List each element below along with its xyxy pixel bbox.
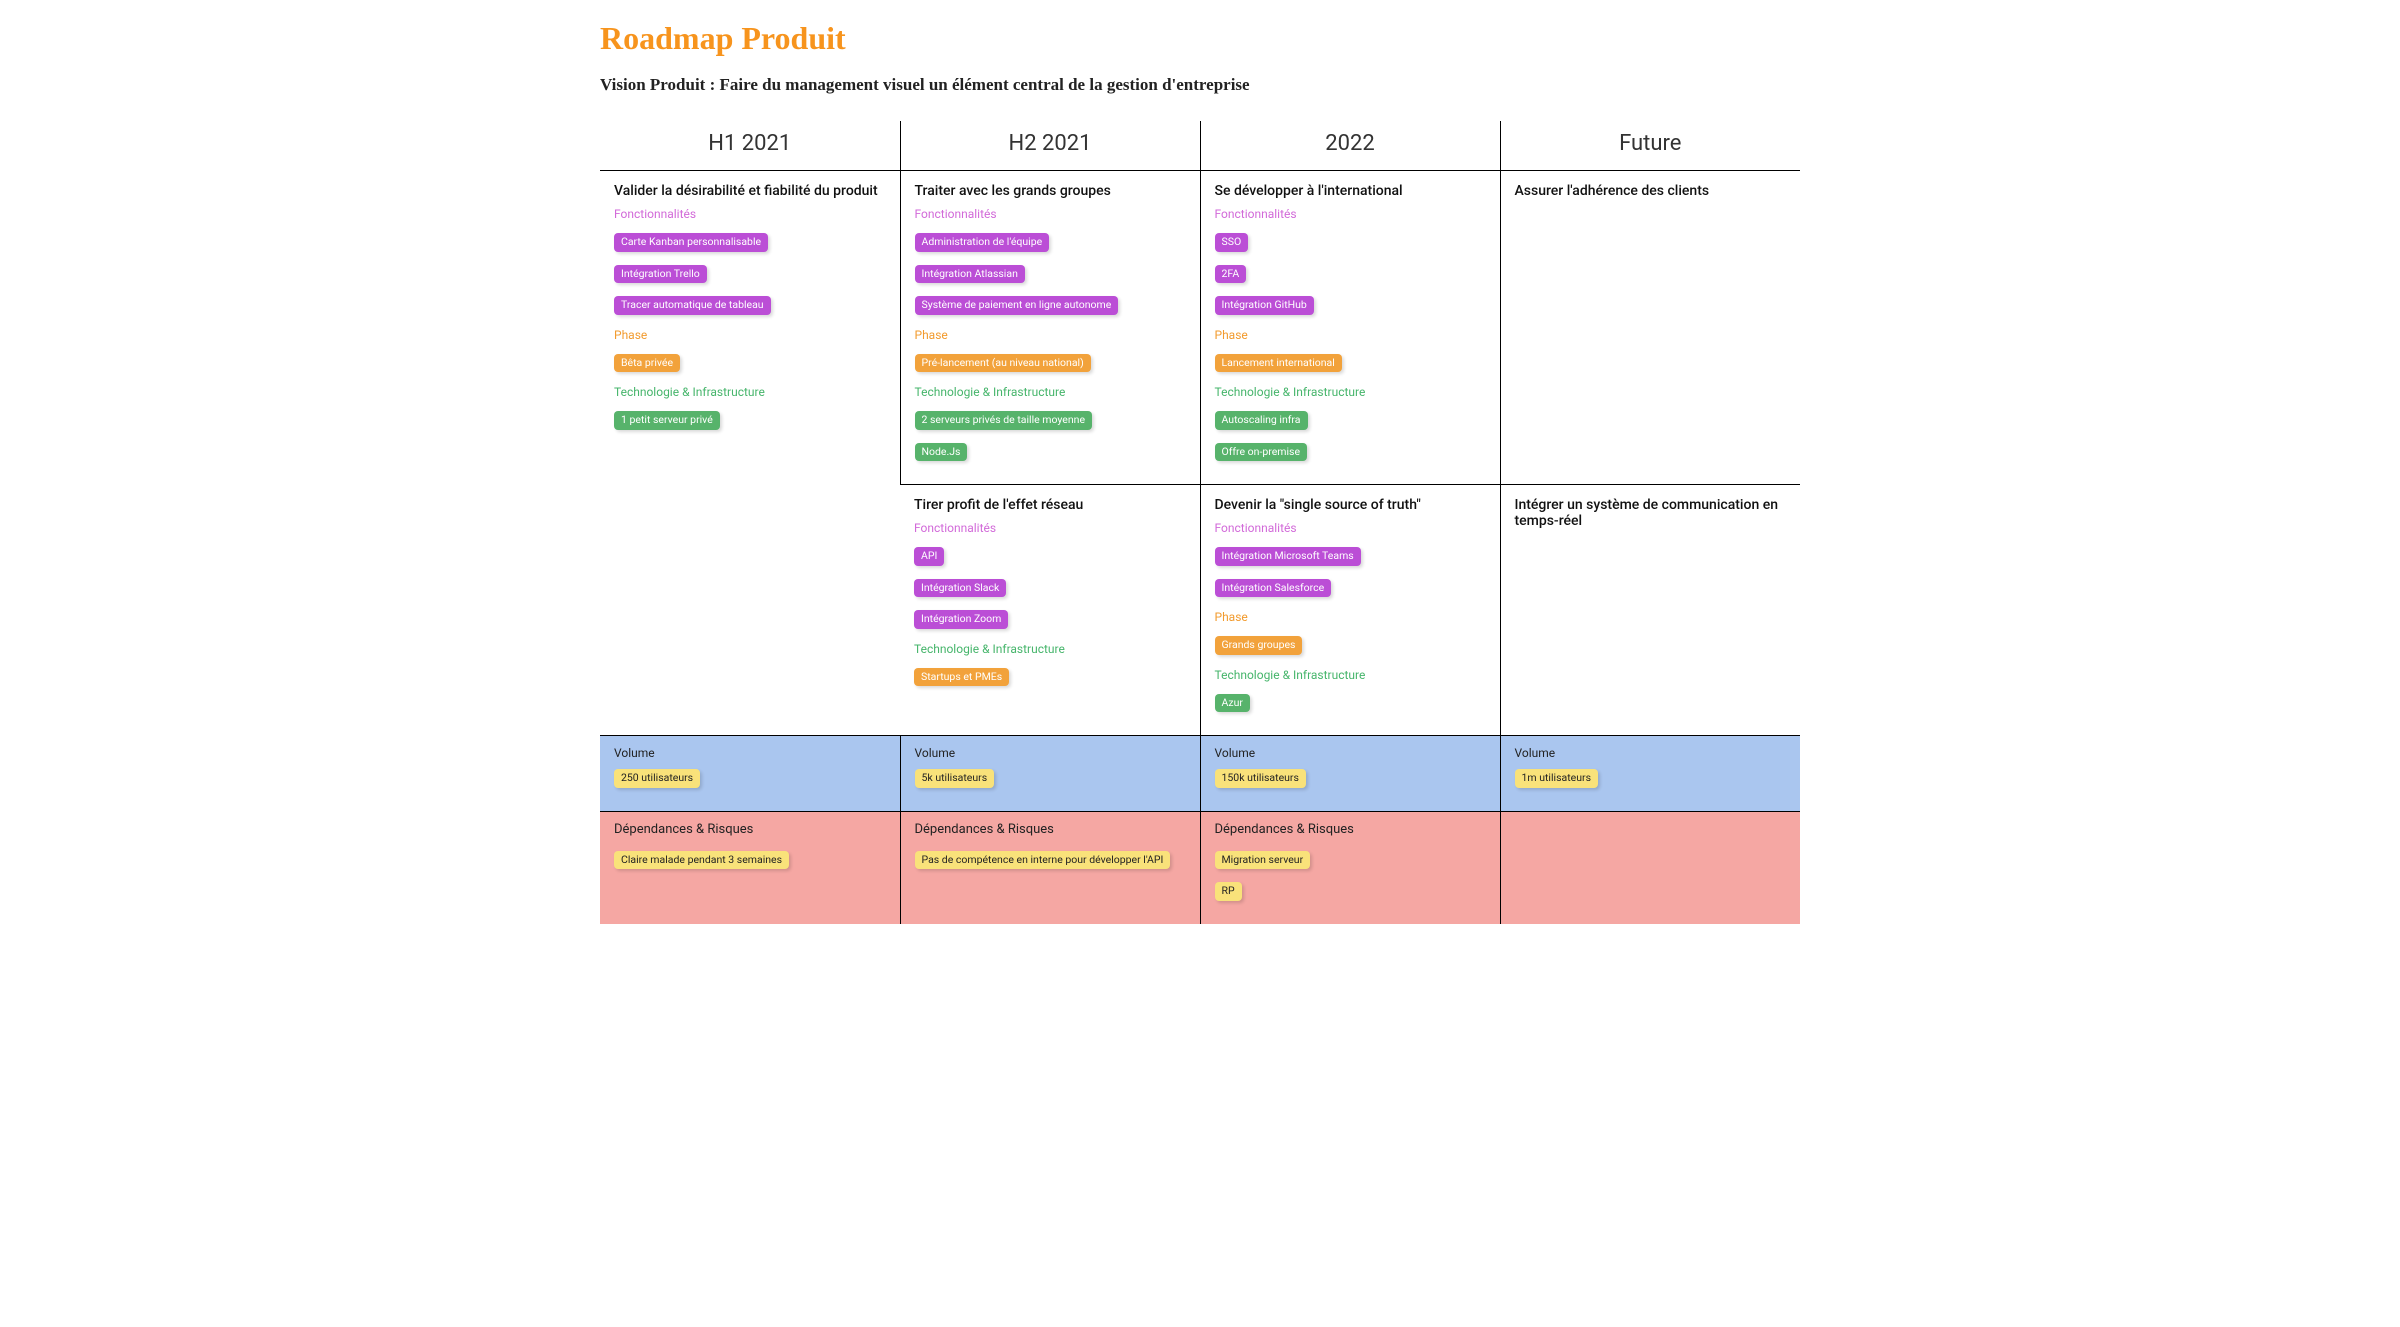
volume-cell: Volume 1m utilisateurs — [1500, 736, 1800, 812]
tag-pill: Intégration Zoom — [914, 610, 1008, 629]
section-label-tech: Technologie & Infrastructure — [1215, 668, 1486, 682]
section-label-fonctionnalites: Fonctionnalités — [915, 207, 1186, 221]
deps-cell — [1500, 811, 1800, 924]
col-header: H2 2021 — [900, 121, 1200, 171]
tag-pill: Bêta privée — [614, 354, 680, 373]
volume-label: Volume — [915, 746, 1186, 760]
section-label-tech: Technologie & Infrastructure — [915, 385, 1186, 399]
tag-pill: Carte Kanban personnalisable — [614, 233, 768, 252]
tag-pill: Autoscaling infra — [1215, 411, 1308, 430]
roadmap-cell: Traiter avec les grands groupes Fonctionn… — [900, 171, 1200, 485]
tag-pill: Lancement international — [1215, 354, 1342, 373]
deps-label: Dépendances & Risques — [1215, 822, 1486, 837]
tag-pill: Startups et PMEs — [914, 668, 1009, 687]
objective-title: Valider la désirabilité et fiabilité du … — [614, 183, 886, 199]
tag-pill: 150k utilisateurs — [1215, 769, 1306, 788]
tag-pill: Intégration Slack — [914, 579, 1006, 598]
tag-pill: Tracer automatique de tableau — [614, 296, 771, 315]
tag-pill: Intégration GitHub — [1215, 296, 1314, 315]
tag-pill: Migration serveur — [1215, 851, 1311, 870]
deps-cell: Dépendances & Risques Claire malade penda… — [600, 811, 900, 924]
volume-cell: Volume 5k utilisateurs — [900, 736, 1200, 812]
tag-pill: 250 utilisateurs — [614, 769, 700, 788]
volume-label: Volume — [1215, 746, 1486, 760]
page-title: Roadmap Produit — [600, 20, 1800, 57]
volume-cell: Volume 150k utilisateurs — [1200, 736, 1500, 812]
tag-pill: Node.Js — [915, 443, 968, 462]
vision-statement: Vision Produit : Faire du management vis… — [600, 75, 1800, 95]
tag-pill: Intégration Trello — [614, 265, 707, 284]
tag-pill: Intégration Salesforce — [1215, 579, 1332, 598]
tag-pill: 1m utilisateurs — [1515, 769, 1599, 788]
volume-label: Volume — [1515, 746, 1787, 760]
deps-cell: Dépendances & Risques Migration serveur RP — [1200, 811, 1500, 924]
section-label-phase: Phase — [915, 328, 1186, 342]
deps-label: Dépendances & Risques — [614, 822, 886, 837]
tag-pill: Intégration Microsoft Teams — [1215, 547, 1361, 566]
tag-pill: API — [914, 547, 944, 566]
objective-title: Traiter avec les grands groupes — [915, 183, 1186, 199]
objective-title: Intégrer un système de communication en … — [1515, 497, 1787, 529]
roadmap-cell: Tirer profit de l'effet réseau Fonctionna… — [900, 485, 1200, 736]
volume-label: Volume — [614, 746, 886, 760]
section-label-phase: Phase — [1215, 610, 1486, 624]
tag-pill: 1 petit serveur privé — [614, 411, 720, 430]
objective-title: Tirer profit de l'effet réseau — [914, 497, 1186, 513]
tag-pill: Grands groupes — [1215, 636, 1303, 655]
col-header: Future — [1500, 121, 1800, 171]
tag-pill: SSO — [1215, 233, 1249, 252]
section-label-tech: Technologie & Infrastructure — [614, 385, 886, 399]
deps-cell: Dépendances & Risques Pas de compétence e… — [900, 811, 1200, 924]
section-label-tech: Technologie & Infrastructure — [1215, 385, 1486, 399]
tag-pill: Pas de compétence en interne pour dévelo… — [915, 851, 1171, 870]
roadmap-cell: Se développer à l'international Fonctionn… — [1200, 171, 1500, 485]
roadmap-table: H1 2021 H2 2021 2022 Future Valider la d… — [600, 121, 1800, 924]
tag-pill: Claire malade pendant 3 semaines — [614, 851, 789, 870]
tag-pill: Pré-lancement (au niveau national) — [915, 354, 1091, 373]
tag-pill: 5k utilisateurs — [915, 769, 995, 788]
deps-label: Dépendances & Risques — [915, 822, 1186, 837]
section-label-phase: Phase — [1215, 328, 1486, 342]
tag-pill: Offre on-premise — [1215, 443, 1308, 462]
objective-title: Devenir la "single source of truth" — [1215, 497, 1486, 513]
roadmap-cell: Assurer l'adhérence des clients — [1500, 171, 1800, 485]
section-label-fonctionnalites: Fonctionnalités — [914, 521, 1186, 535]
section-label-tech: Technologie & Infrastructure — [914, 642, 1186, 656]
tag-pill: Azur — [1215, 694, 1250, 713]
tag-pill: Administration de l'équipe — [915, 233, 1050, 252]
objective-title: Se développer à l'international — [1215, 183, 1486, 199]
tag-pill: RP — [1215, 882, 1242, 901]
roadmap-cell: Valider la désirabilité et fiabilité du … — [600, 171, 900, 736]
objective-title: Assurer l'adhérence des clients — [1515, 183, 1787, 199]
col-header: H1 2021 — [600, 121, 900, 171]
tag-pill: Système de paiement en ligne autonome — [915, 296, 1119, 315]
section-label-fonctionnalites: Fonctionnalités — [1215, 521, 1486, 535]
section-label-fonctionnalites: Fonctionnalités — [1215, 207, 1486, 221]
tag-pill: 2FA — [1215, 265, 1247, 284]
roadmap-cell: Devenir la "single source of truth" Fonct… — [1200, 485, 1500, 736]
tag-pill: 2 serveurs privés de taille moyenne — [915, 411, 1093, 430]
volume-cell: Volume 250 utilisateurs — [600, 736, 900, 812]
section-label-fonctionnalites: Fonctionnalités — [614, 207, 886, 221]
col-header: 2022 — [1200, 121, 1500, 171]
roadmap-cell: Intégrer un système de communication en … — [1500, 485, 1800, 736]
section-label-phase: Phase — [614, 328, 886, 342]
tag-pill: Intégration Atlassian — [915, 265, 1025, 284]
